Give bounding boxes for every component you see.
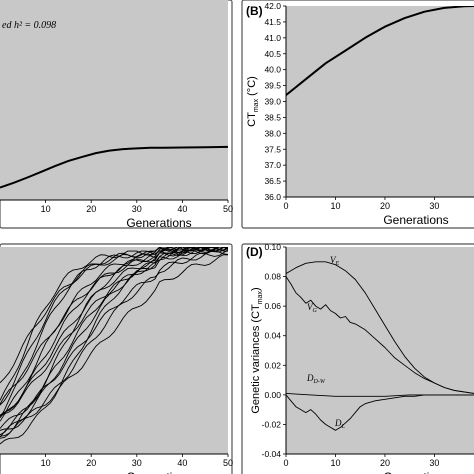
x-tick-label: 30 bbox=[429, 458, 439, 468]
series-group bbox=[0, 247, 228, 445]
panel-frame bbox=[0, 243, 233, 474]
series-line bbox=[0, 247, 228, 445]
x-axis-label: Generations bbox=[383, 213, 448, 227]
plot-area bbox=[286, 6, 474, 197]
y-axis-label: CTmax (°C) bbox=[246, 76, 260, 127]
series-line bbox=[286, 276, 474, 394]
y-tick-label: 40.5 bbox=[264, 49, 281, 59]
y-tick-label: 0.00 bbox=[264, 390, 281, 400]
series-group bbox=[286, 261, 474, 431]
y-tick-label: 36.0 bbox=[264, 192, 281, 202]
series-label: VE bbox=[330, 255, 340, 267]
x-tick-label: 0 bbox=[283, 201, 288, 211]
plot-area bbox=[286, 247, 474, 454]
x-tick-label: 30 bbox=[132, 458, 142, 468]
series-line bbox=[0, 247, 228, 416]
panel-b: 0 10 20 30 Generations 36.0 36.5 37.0 37.5 38.0 38… bbox=[241, 0, 474, 229]
panel-frame bbox=[241, 0, 474, 229]
y-tick-label: 42.0 bbox=[264, 1, 281, 11]
panel-frame bbox=[0, 0, 233, 229]
series-line bbox=[286, 6, 474, 96]
series-line bbox=[0, 145, 228, 189]
y-tick-label: 39.5 bbox=[264, 81, 281, 91]
y-tick-label: 0.06 bbox=[264, 301, 281, 311]
x-tick-label: 10 bbox=[41, 458, 51, 468]
y-tick-label: 0.08 bbox=[264, 272, 281, 282]
y-tick-label: -0.04 bbox=[262, 449, 282, 459]
panel-c: 10 20 30 40 50 Generations bbox=[0, 243, 233, 474]
series-line bbox=[286, 394, 474, 431]
panel-label: (D) bbox=[246, 245, 263, 259]
x-tick-label: 10 bbox=[330, 201, 340, 211]
x-tick-label: 10 bbox=[330, 458, 340, 468]
plot-area bbox=[0, 0, 228, 200]
x-tick-label: 20 bbox=[86, 204, 96, 214]
x-tick-label: 40 bbox=[177, 204, 187, 214]
y-tick-label: 37.5 bbox=[264, 144, 281, 154]
x-tick-label: 0 bbox=[283, 458, 288, 468]
y-tick-label: -0.02 bbox=[262, 419, 282, 429]
x-tick-label: 30 bbox=[429, 201, 439, 211]
x-tick-label: 20 bbox=[86, 458, 96, 468]
x-tick-label: 20 bbox=[380, 458, 390, 468]
x-tick-label: 10 bbox=[41, 204, 51, 214]
panel-d: 0 10 20 30 Generations -0.04 -0.02 0.00 0.02 0.04… bbox=[241, 242, 474, 474]
series-line bbox=[0, 247, 228, 438]
y-tick-label: 38.5 bbox=[264, 112, 281, 122]
series-line bbox=[0, 247, 228, 422]
series-label: DL bbox=[334, 418, 346, 430]
y-tick-label: 0.10 bbox=[264, 242, 281, 252]
panel-frame bbox=[241, 243, 474, 474]
x-tick-label: 20 bbox=[380, 201, 390, 211]
series-line bbox=[0, 254, 228, 431]
x-axis-label: Generations bbox=[126, 470, 191, 474]
series-group bbox=[286, 6, 474, 96]
series-group bbox=[0, 145, 228, 189]
series-label: DD-W bbox=[306, 373, 326, 385]
x-tick-label: 50 bbox=[223, 458, 233, 468]
y-tick-label: 0.04 bbox=[264, 331, 281, 341]
plot-area bbox=[0, 247, 228, 454]
x-tick-label: 40 bbox=[177, 458, 187, 468]
y-tick-label: 38.0 bbox=[264, 128, 281, 138]
y-tick-label: 41.5 bbox=[264, 17, 281, 27]
y-tick-label: 39.0 bbox=[264, 97, 281, 107]
panel-a: 10 20 30 40 50 Generations ed h² = 0.098 bbox=[0, 0, 233, 230]
x-tick-label: 30 bbox=[132, 204, 142, 214]
x-axis-label: Generations bbox=[383, 470, 448, 474]
y-tick-label: 0.02 bbox=[264, 360, 281, 370]
y-axis-label: Genetic variances (CTmax) bbox=[250, 287, 264, 413]
heritability-annotation: ed h² = 0.098 bbox=[2, 20, 56, 31]
series-label: VG bbox=[307, 302, 318, 314]
y-tick-label: 37.0 bbox=[264, 160, 281, 170]
y-tick-label: 41.0 bbox=[264, 33, 281, 43]
series-line bbox=[0, 250, 228, 439]
x-tick-label: 50 bbox=[223, 204, 233, 214]
panel-label: (B) bbox=[246, 4, 263, 18]
series-line bbox=[0, 247, 228, 384]
y-tick-label: 36.5 bbox=[264, 176, 281, 186]
y-tick-label: 40.0 bbox=[264, 65, 281, 75]
x-axis-label: Generations bbox=[126, 216, 191, 230]
